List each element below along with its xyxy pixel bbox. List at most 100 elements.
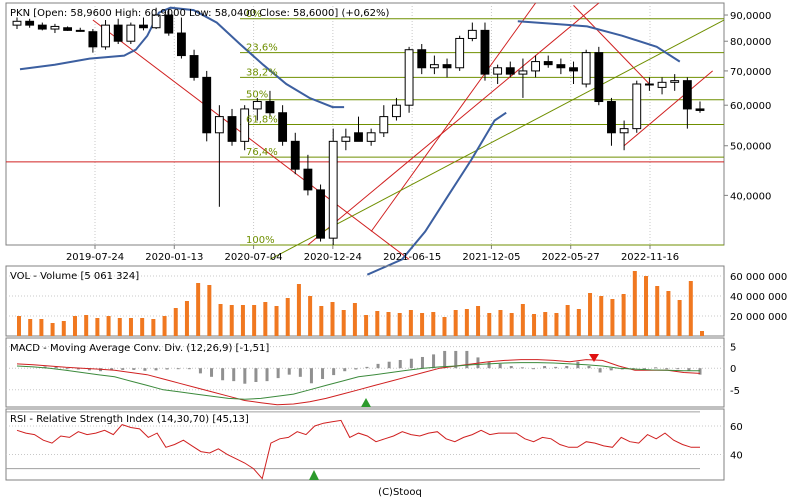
candle-body — [682, 80, 692, 110]
price-candle — [75, 27, 85, 32]
volume-bar — [106, 316, 111, 336]
candle-body — [354, 132, 363, 142]
macd-histogram-bar — [321, 368, 325, 379]
macd-histogram-bar — [432, 354, 436, 369]
macd-histogram-bar — [176, 368, 180, 370]
macd-histogram-bar — [376, 363, 380, 369]
macd-histogram-bar — [443, 350, 447, 369]
macd-lines — [16, 359, 701, 406]
volume-bar — [352, 303, 357, 336]
price-candle — [467, 22, 477, 42]
volume-bar — [95, 318, 100, 336]
candle-body — [12, 20, 22, 26]
macd-histogram-bar — [309, 368, 313, 384]
price-candle — [126, 22, 136, 45]
price-candle — [265, 90, 275, 117]
price-y-tick-label: 80,0000 — [730, 37, 771, 48]
macd-histogram-bar — [365, 366, 369, 369]
candle-body — [657, 81, 667, 88]
price-candle — [252, 97, 262, 121]
volume-y-tick-label: 60 000 000 — [730, 272, 787, 283]
candle-body — [113, 24, 123, 42]
macd-y-tick-label: 0 — [730, 364, 736, 375]
price-candle — [25, 18, 35, 28]
candle-body — [88, 31, 98, 48]
candle-body — [531, 61, 540, 72]
price-candle — [480, 22, 490, 81]
volume-bar — [666, 291, 671, 336]
candle-body — [303, 168, 313, 191]
price-candle — [569, 61, 578, 85]
candle-body — [227, 116, 237, 142]
volume-bar — [117, 318, 122, 336]
price-candle — [670, 74, 680, 91]
price-candle — [63, 26, 73, 31]
macd-histogram-bar — [398, 359, 402, 369]
price-candle — [594, 46, 604, 106]
candle-body — [581, 52, 591, 85]
macd-sell-marker — [589, 354, 599, 362]
macd-histogram-bar — [198, 368, 202, 374]
volume-bar — [700, 331, 704, 336]
macd-histogram-bar — [665, 368, 669, 370]
candle-body — [442, 64, 452, 69]
volume-bar — [296, 284, 301, 336]
candle-body — [25, 20, 35, 26]
volume-bar — [151, 319, 156, 336]
volume-bar — [408, 310, 413, 336]
candle-body — [392, 104, 401, 118]
price-candle — [682, 77, 692, 129]
price-candle — [366, 128, 376, 146]
macd-histogram-bar — [409, 358, 413, 369]
rsi-buy-marker — [309, 470, 319, 480]
macd-histogram-bar — [276, 368, 280, 379]
candle-body — [126, 24, 136, 42]
volume-bar — [610, 299, 615, 336]
volume-bar — [285, 298, 290, 336]
candle-body — [429, 64, 439, 69]
price-x-tick-label: 2019-07-24 — [66, 252, 124, 263]
price-candle — [12, 17, 22, 30]
macd-histogram-bar — [76, 368, 80, 370]
candle-body — [151, 14, 161, 29]
candle-body — [644, 83, 654, 86]
volume-bar — [17, 316, 21, 336]
volume-bar — [240, 305, 245, 336]
price-y-tick-label: 70,0000 — [730, 67, 771, 78]
macd-histogram-bar — [587, 366, 591, 369]
candle-body — [594, 52, 604, 103]
channel-line — [92, 19, 410, 260]
candle-body — [670, 80, 680, 83]
volume-bar — [229, 305, 234, 336]
price-candle — [404, 46, 414, 113]
rsi-line — [16, 419, 700, 480]
macd-y-tick-label: 5 — [730, 343, 736, 354]
candle-body — [202, 76, 212, 134]
price-candle — [455, 35, 465, 71]
channel-line — [573, 5, 650, 85]
macd-histogram-bar — [676, 368, 680, 370]
rsi-panel-frame — [5, 408, 725, 481]
volume-bar — [218, 304, 223, 336]
macd-histogram-bar — [332, 368, 336, 376]
price-candle — [316, 184, 325, 242]
price-x-tick-label: 2020-07-04 — [225, 252, 283, 263]
price-candle — [189, 49, 199, 81]
rsi-y-ticks: 60 40 — [730, 422, 743, 461]
price-candle — [290, 132, 300, 175]
macd-panel: MACD - Moving Average Conv. Div. (12,26,… — [5, 337, 740, 408]
fib-level-label: 76,4% — [246, 147, 278, 158]
macd-histogram-bar — [687, 368, 691, 371]
rsi-gridlines — [6, 411, 724, 470]
price-moving-average — [19, 6, 681, 276]
macd-histogram-bar — [387, 361, 391, 369]
volume-bar — [576, 309, 581, 336]
volume-bar — [196, 283, 201, 336]
macd-histogram-bar — [132, 368, 136, 370]
candle-body — [37, 24, 47, 30]
price-y-tick-label: 40,0000 — [730, 191, 771, 202]
price-candle — [139, 17, 148, 31]
price-channel-lines — [92, 2, 713, 260]
volume-bar — [588, 293, 593, 336]
macd-histogram-bar — [187, 368, 191, 370]
